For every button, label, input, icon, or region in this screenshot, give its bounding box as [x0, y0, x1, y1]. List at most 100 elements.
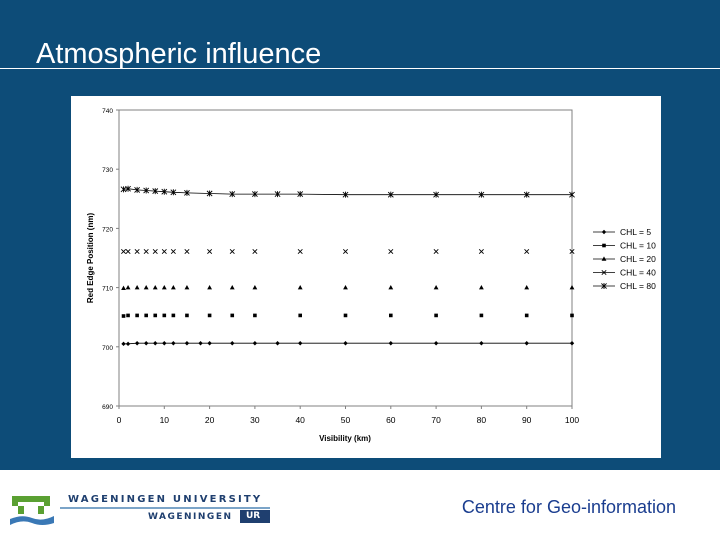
data-point [152, 285, 158, 290]
data-point [171, 341, 176, 346]
x-tick-label: 50 [341, 415, 351, 425]
footer: WAGENINGEN UNIVERSITY WAGENINGEN UR Cent… [0, 470, 720, 540]
legend-label: CHL = 10 [620, 241, 656, 251]
data-point [171, 313, 176, 318]
data-point [198, 341, 203, 346]
data-point [143, 341, 149, 346]
x-tick-label: 100 [565, 415, 579, 425]
red-edge-chart: 0 10 20 30 40 50 60 70 80 90 100 690 700 710 720 730 740… [86, 108, 656, 443]
data-point [207, 248, 213, 255]
data-point [388, 341, 393, 346]
data-point [601, 256, 607, 261]
data-point [134, 285, 140, 290]
data-point [569, 341, 575, 346]
data-point [229, 248, 235, 255]
data-point [569, 285, 575, 290]
legend-label: CHL = 20 [620, 254, 656, 264]
series-chl-10 [121, 313, 574, 318]
data-point [161, 248, 167, 255]
data-point [298, 313, 302, 318]
data-point [125, 185, 131, 192]
data-point [161, 188, 168, 195]
logo-ur-text: UR [246, 511, 261, 521]
x-tick-label: 20 [205, 415, 215, 425]
data-point [388, 285, 394, 290]
data-point [161, 285, 167, 290]
y-tick-label: 740 [102, 108, 113, 115]
legend-label: CHL = 80 [620, 281, 656, 291]
data-point [207, 313, 212, 318]
legend-item: CHL = 80 [593, 281, 656, 291]
data-point [170, 189, 177, 196]
data-point [478, 191, 485, 198]
slide-title: Atmospheric influence [36, 38, 322, 70]
data-point [143, 248, 149, 255]
legend-label: CHL = 40 [620, 268, 656, 278]
data-point [479, 285, 484, 290]
data-point [433, 285, 439, 290]
logo-line-1: WAGENINGEN UNIVERSITY [68, 494, 263, 505]
data-point [143, 187, 150, 194]
data-point [253, 313, 257, 318]
data-point [601, 283, 607, 289]
data-point [162, 341, 167, 346]
data-point [207, 341, 212, 346]
data-point [184, 248, 190, 255]
data-point [252, 248, 258, 255]
data-point [121, 341, 126, 347]
data-point [524, 285, 530, 290]
data-point [297, 191, 304, 198]
x-tick-label: 90 [522, 415, 532, 425]
series-line [123, 342, 572, 345]
data-point [143, 285, 149, 290]
legend-item: CHL = 20 [593, 254, 656, 264]
data-point [121, 248, 127, 255]
wageningen-emblem-icon [10, 496, 54, 525]
data-point [206, 190, 213, 197]
x-tick-label: 30 [250, 415, 260, 425]
axes-layer: 0 10 20 30 40 50 60 70 80 90 100 690 700 710 720 730 740 [102, 108, 579, 425]
data-point [342, 248, 349, 255]
data-point [297, 248, 303, 255]
data-point [343, 341, 348, 346]
data-point [343, 285, 348, 290]
data-point [389, 313, 393, 318]
data-point [387, 191, 394, 198]
chart-panel: 0 10 20 30 40 50 60 70 80 90 100 690 700 710 720 730 740… [71, 96, 661, 458]
data-point [601, 269, 607, 276]
series-chl-40 [121, 248, 575, 255]
data-point [570, 313, 574, 318]
data-point [170, 248, 176, 255]
x-tick-label: 40 [295, 415, 305, 425]
logo-rule [60, 507, 270, 509]
data-point [134, 186, 141, 193]
data-point [135, 313, 139, 318]
data-point [433, 191, 440, 198]
data-point [230, 341, 235, 346]
data-point [184, 189, 190, 196]
data-point [252, 285, 258, 290]
data-point [343, 313, 348, 318]
series-chl-20 [121, 285, 575, 290]
legend-label: CHL = 5 [620, 227, 651, 237]
data-point [388, 248, 394, 255]
x-tick-label: 80 [477, 415, 487, 425]
series-layer [120, 185, 575, 347]
title-divider [0, 68, 720, 69]
data-point [434, 313, 438, 318]
y-tick-label: 730 [102, 167, 113, 174]
data-point [478, 248, 484, 255]
data-point [602, 243, 606, 248]
data-point [121, 285, 126, 290]
data-point [153, 313, 158, 318]
data-point [524, 248, 530, 255]
data-point [523, 191, 530, 198]
legend-item: CHL = 5 [593, 227, 651, 237]
legend-item: CHL = 40 [593, 268, 656, 278]
wageningen-logo[interactable]: WAGENINGEN UNIVERSITY WAGENINGEN UR [8, 492, 278, 530]
x-tick-label: 10 [160, 415, 170, 425]
x-tick-label: 60 [386, 415, 396, 425]
data-point [125, 248, 131, 255]
data-point [153, 341, 158, 346]
y-axis-label: Red Edge Position (nm) [86, 213, 95, 304]
